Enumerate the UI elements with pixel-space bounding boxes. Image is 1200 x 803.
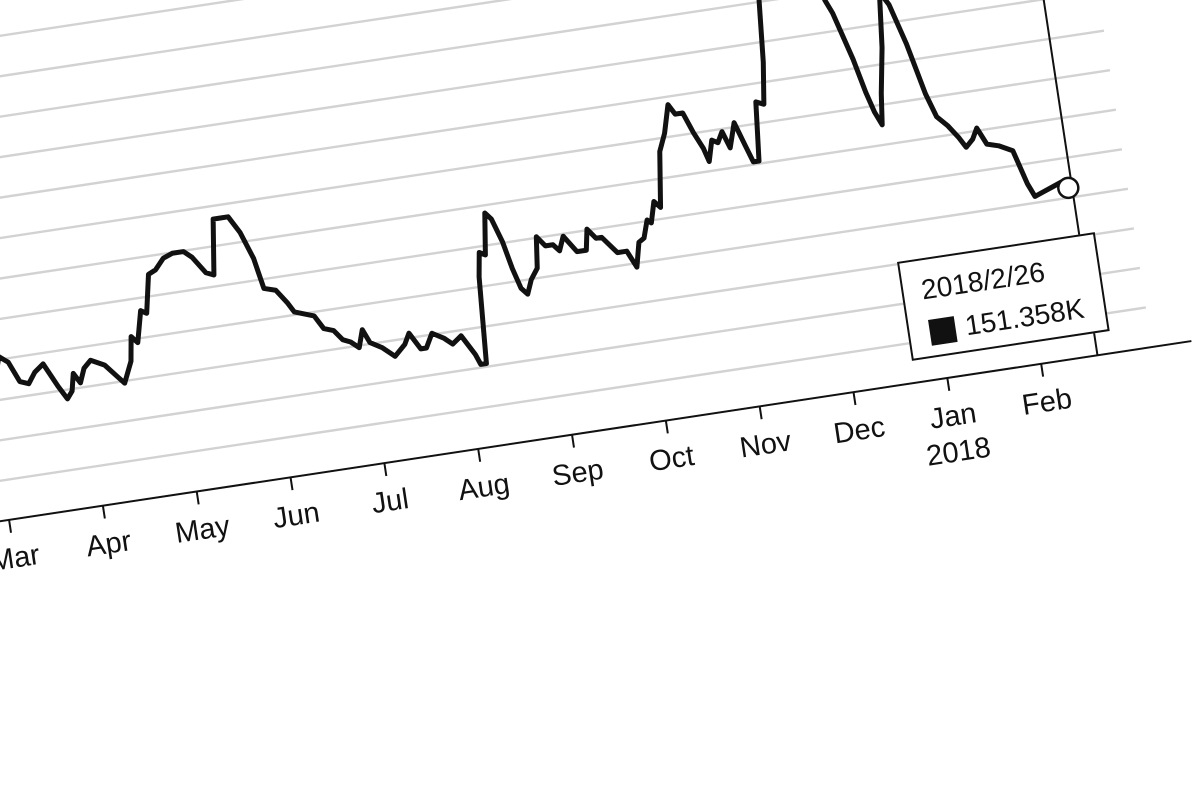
gridline — [0, 0, 1093, 134]
x-tick-year-label: 2018 — [924, 431, 993, 472]
price-series-line — [0, 0, 1071, 402]
x-tick-mark — [383, 462, 388, 477]
gridline — [0, 0, 1099, 174]
gridline — [0, 108, 1117, 292]
x-tick-mark — [946, 377, 951, 391]
x-tick-mark — [477, 448, 482, 462]
gridlines — [0, 0, 1147, 490]
gridline — [0, 69, 1111, 253]
gridline — [0, 148, 1123, 332]
x-tick-label: May — [173, 510, 232, 550]
x-tick-label: Dec — [831, 411, 887, 450]
x-tick-mark — [8, 519, 13, 533]
tooltip-value: 151.358K — [963, 292, 1087, 342]
gridline — [0, 0, 1081, 55]
x-tick-label: Sep — [550, 454, 606, 493]
gridline — [0, 29, 1105, 213]
gridline — [0, 0, 1087, 95]
x-axis-ticks — [8, 363, 1045, 533]
x-tick-mark — [571, 434, 575, 448]
x-tick-mark — [852, 392, 857, 406]
x-tick-mark — [289, 477, 294, 491]
x-tick-label: Jun — [271, 497, 322, 536]
x-axis-line — [0, 340, 1192, 529]
x-tick-label: Oct — [647, 440, 696, 478]
x-tick-mark — [195, 491, 200, 505]
tooltip-series-swatch — [928, 316, 958, 346]
x-tick-label: Nov — [738, 425, 794, 464]
x-tick-label: Jul — [369, 483, 410, 520]
x-tick-mark — [664, 420, 669, 434]
x-tick-label: Mar — [0, 539, 42, 578]
x-tick-label: Aug — [456, 468, 512, 507]
x-tick-mark — [758, 406, 763, 420]
x-tick-label: Jan — [928, 397, 979, 436]
x-tick-label: Apr — [84, 525, 134, 563]
x-tick-mark — [101, 505, 106, 519]
last-point-marker[interactable] — [1057, 176, 1080, 200]
x-tick-mark — [1040, 363, 1045, 377]
x-tick-label: Feb — [1020, 383, 1074, 422]
tooltip-date: 2018/2/26 — [919, 256, 1047, 306]
